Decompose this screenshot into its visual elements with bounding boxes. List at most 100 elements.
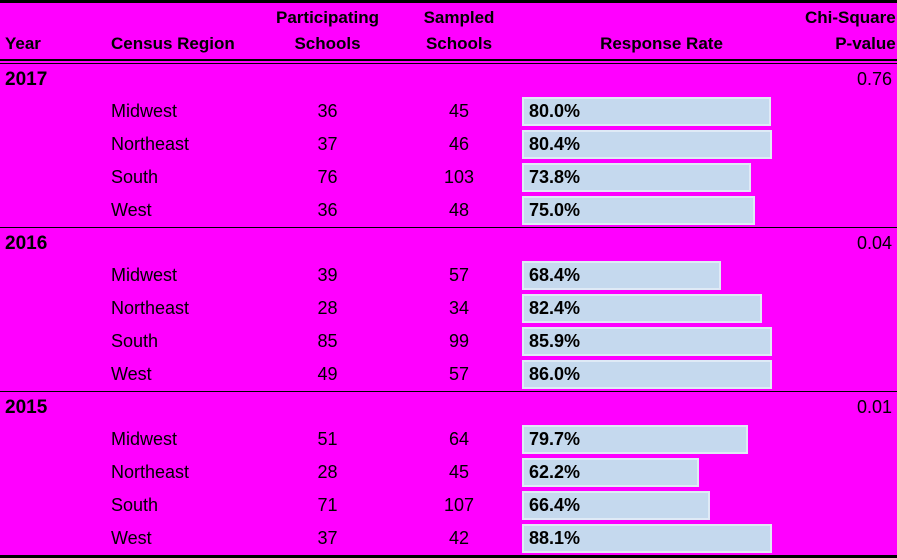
region-label: Midwest — [111, 429, 178, 449]
sampled-count: 46 — [448, 134, 470, 154]
participating-count: 71 — [317, 495, 338, 515]
response-rate-bar-track: 62.2% — [522, 458, 805, 487]
response-rate-bar: 85.9% — [522, 327, 772, 356]
response-rate-bar: 75.0% — [522, 196, 755, 225]
year-label: 2015 — [5, 396, 48, 418]
participating-count: 37 — [317, 134, 338, 154]
sampled-count: 45 — [448, 101, 470, 121]
sampled-count: 99 — [448, 331, 470, 351]
response-rate-label: 75.0% — [529, 200, 581, 220]
sampled-count: 64 — [448, 429, 470, 449]
year-label: 2017 — [5, 68, 48, 90]
table-row: Northeast 37 46 80.4% — [0, 128, 897, 161]
chi-square-p-value: 0.76 — [856, 69, 892, 89]
region-label: Northeast — [111, 298, 190, 318]
year-label: 2016 — [5, 232, 48, 254]
region-label: Northeast — [111, 462, 190, 482]
participating-count: 36 — [317, 101, 338, 121]
response-rate-bar: 82.4% — [522, 294, 762, 323]
table-row: South 76 103 73.8% — [0, 161, 897, 194]
sampled-count: 42 — [448, 528, 470, 548]
response-rate-bar: 66.4% — [522, 491, 710, 520]
year-row: 2016 0.04 — [0, 228, 897, 259]
header-chi-square-p-value: Chi-Square P-value — [805, 8, 896, 53]
participating-count: 37 — [317, 528, 338, 548]
response-rate-bar-track: 80.4% — [522, 130, 805, 159]
response-rate-bar: 88.1% — [522, 524, 772, 553]
response-rate-bar: 79.7% — [522, 425, 748, 454]
region-label: West — [111, 200, 152, 220]
table-row: Midwest 36 45 80.0% — [0, 95, 897, 128]
response-rate-label: 86.0% — [529, 364, 581, 384]
participating-count: 28 — [317, 298, 338, 318]
response-rate-bar: 68.4% — [522, 261, 721, 290]
table-row: Midwest 39 57 68.4% — [0, 259, 897, 292]
header-year: Year — [5, 34, 41, 53]
region-label: West — [111, 528, 152, 548]
table-row: Northeast 28 34 82.4% — [0, 292, 897, 325]
response-rate-bar: 86.0% — [522, 360, 772, 389]
participating-count: 51 — [317, 429, 338, 449]
region-label: South — [111, 167, 159, 187]
group-divider — [0, 227, 897, 228]
response-rate-bar-track: 75.0% — [522, 196, 805, 225]
sampled-count: 107 — [443, 495, 475, 515]
participating-count: 76 — [317, 167, 338, 187]
response-rate-bar-track: 73.8% — [522, 163, 805, 192]
response-rate-label: 85.9% — [529, 331, 581, 351]
response-rate-label: 80.4% — [529, 134, 581, 154]
response-rate-bar-track: 86.0% — [522, 360, 805, 389]
sampled-count: 45 — [448, 462, 470, 482]
response-rate-label: 82.4% — [529, 298, 581, 318]
group-divider — [0, 391, 897, 392]
table-row: Northeast 28 45 62.2% — [0, 456, 897, 489]
response-rate-label: 79.7% — [529, 429, 581, 449]
participating-count: 28 — [317, 462, 338, 482]
table-row: South 85 99 85.9% — [0, 325, 897, 358]
response-rate-label: 80.0% — [529, 101, 581, 121]
participating-count: 85 — [317, 331, 338, 351]
year-row: 2017 0.76 — [0, 64, 897, 95]
response-rate-bar-track: 88.1% — [522, 524, 805, 553]
response-rate-bar: 80.4% — [522, 130, 772, 159]
response-rate-label: 88.1% — [529, 528, 581, 548]
response-rate-bar-track: 82.4% — [522, 294, 805, 323]
response-rate-label: 62.2% — [529, 462, 581, 482]
table-row: West 37 42 88.1% — [0, 522, 897, 555]
response-rate-bar-track: 80.0% — [522, 97, 805, 126]
sampled-count: 57 — [448, 364, 470, 384]
response-rate-label: 73.8% — [529, 167, 581, 187]
response-rate-bar: 80.0% — [522, 97, 771, 126]
chi-square-p-value: 0.04 — [856, 233, 892, 253]
table-row: Midwest 51 64 79.7% — [0, 423, 897, 456]
region-label: West — [111, 364, 152, 384]
table-body: 2017 0.76 Midwest 36 45 80.0% Northeast 37 46 80.… — [0, 64, 897, 555]
response-rate-bar-track: 66.4% — [522, 491, 805, 520]
header-sampled-schools: Sampled Schools — [423, 8, 495, 53]
header-divider — [0, 59, 897, 64]
region-label: South — [111, 495, 159, 515]
header-census-region: Census Region — [111, 34, 235, 53]
region-label: Midwest — [111, 101, 178, 121]
sampled-count: 57 — [448, 265, 470, 285]
header-response-rate: Response Rate — [600, 34, 723, 53]
year-row: 2015 0.01 — [0, 392, 897, 423]
participating-count: 39 — [317, 265, 338, 285]
table-row: South 71 107 66.4% — [0, 489, 897, 522]
participating-count: 49 — [317, 364, 338, 384]
region-label: South — [111, 331, 159, 351]
sampled-count: 103 — [443, 167, 475, 187]
response-rate-label: 66.4% — [529, 495, 581, 515]
response-rate-bar-track: 85.9% — [522, 327, 805, 356]
region-label: Midwest — [111, 265, 178, 285]
header-participating-schools: Participating Schools — [276, 8, 379, 53]
participating-count: 36 — [317, 200, 338, 220]
sampled-count: 34 — [448, 298, 470, 318]
response-rate-label: 68.4% — [529, 265, 581, 285]
response-rate-bar: 62.2% — [522, 458, 699, 487]
sampled-count: 48 — [448, 200, 470, 220]
table-row: West 49 57 86.0% — [0, 358, 897, 391]
response-rate-bar-track: 79.7% — [522, 425, 805, 454]
response-rate-bar: 73.8% — [522, 163, 751, 192]
